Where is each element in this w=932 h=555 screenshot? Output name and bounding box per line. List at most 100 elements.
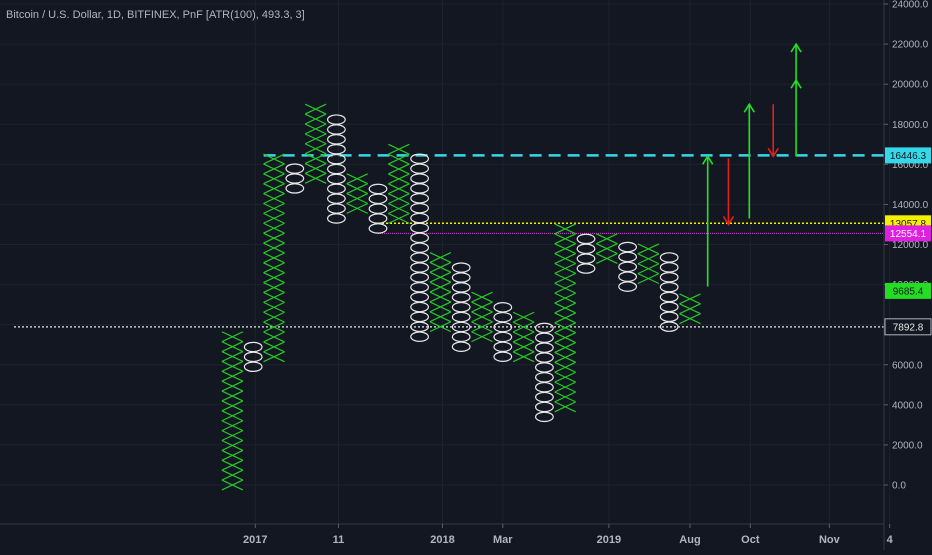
x-box <box>637 263 660 275</box>
o-box <box>493 331 513 343</box>
x-box <box>221 370 244 382</box>
o-box <box>451 272 471 283</box>
o-box <box>618 271 637 282</box>
x-box <box>554 401 576 413</box>
o-box <box>410 301 430 313</box>
x-box <box>429 281 452 293</box>
pnf-column-19-x <box>596 233 618 265</box>
x-box <box>388 143 410 155</box>
x-box <box>596 243 618 255</box>
o-box <box>410 321 430 333</box>
pnf-column-8-o <box>368 183 388 234</box>
price-tag-text: 13057.8 <box>890 219 927 230</box>
x-box <box>263 183 285 195</box>
x-box <box>346 173 368 185</box>
x-box <box>554 223 576 235</box>
y-tick-label: 16000.0 <box>892 160 929 171</box>
x-box <box>429 261 452 273</box>
x-box <box>554 351 576 363</box>
pnf-column-22-o <box>659 252 679 332</box>
o-box <box>451 321 471 333</box>
y-tick-label: 22000.0 <box>892 40 929 51</box>
x-box <box>304 123 327 135</box>
x-box <box>554 361 576 373</box>
x-box <box>346 202 368 214</box>
x-box <box>304 143 327 155</box>
o-box <box>576 253 596 264</box>
x-box <box>512 341 535 353</box>
x-box <box>263 291 285 303</box>
pnf-column-15-x <box>512 311 535 363</box>
x-box <box>304 113 327 125</box>
x-box <box>512 351 535 363</box>
pnf-column-21-x <box>637 243 660 285</box>
x-box <box>221 420 244 432</box>
price-tag-bg <box>885 282 931 299</box>
o-box <box>535 332 554 344</box>
price-tag-text: 16446.3 <box>890 151 927 162</box>
x-box <box>429 301 452 313</box>
y-tick-label: 2000.0 <box>892 440 923 451</box>
chart-title: Bitcoin / U.S. Dollar, 1D, BITFINEX, PnF… <box>6 9 305 21</box>
o-box <box>659 301 679 313</box>
o-box <box>285 163 305 174</box>
pnf-column-16-o <box>535 322 554 423</box>
x-box <box>637 253 660 265</box>
x-box <box>388 203 410 215</box>
arrow-head <box>767 147 779 158</box>
pnf-column-11-x <box>429 251 452 333</box>
pnf-column-17-x <box>554 223 576 413</box>
arrow-up-3 <box>743 102 755 219</box>
pnf-column-2-o <box>243 341 263 372</box>
annotation-arrows <box>702 42 802 287</box>
x-box <box>429 271 452 283</box>
x-box <box>263 301 285 313</box>
x-box <box>471 291 493 303</box>
level-lines <box>14 154 884 328</box>
pnf-column-10-o <box>410 153 430 342</box>
y-tick-label: 14000.0 <box>892 200 929 211</box>
pnf-columns <box>221 103 701 491</box>
x-axis[interactable]: 2017 11 2018 Mar 2019 Aug Oct Nov 4 <box>0 523 894 546</box>
o-box <box>659 271 679 283</box>
x-tick-label: 11 <box>333 534 345 546</box>
arrow-up-6 <box>790 42 802 85</box>
arrow-head <box>743 102 755 113</box>
x-box <box>221 331 244 343</box>
o-box <box>327 114 346 125</box>
x-box <box>304 153 327 165</box>
x-box <box>263 262 285 274</box>
x-box <box>512 331 535 343</box>
x-box <box>263 232 285 244</box>
x-box <box>263 202 285 214</box>
x-box <box>221 479 244 491</box>
x-tick-label: 2019 <box>597 534 621 546</box>
price-tag-current: 9685.4 <box>885 282 931 299</box>
pnf-column-18-o <box>576 233 596 274</box>
x-box <box>554 292 576 304</box>
o-box <box>618 241 637 253</box>
x-box <box>679 303 701 315</box>
pnf-column-1-x <box>221 331 244 491</box>
x-box <box>388 183 410 195</box>
x-box <box>263 272 285 284</box>
x-box <box>637 243 660 255</box>
x-tick-label: Oct <box>741 534 760 546</box>
pnf-column-3-x <box>263 153 285 363</box>
o-box <box>535 322 554 334</box>
arrow-head <box>702 154 714 165</box>
x-box <box>263 173 285 185</box>
grid <box>0 0 891 524</box>
price-tag-text: 7892.8 <box>893 323 924 334</box>
x-box <box>554 282 576 294</box>
x-box <box>471 301 493 313</box>
y-tick-label: 12000.0 <box>892 240 929 251</box>
x-box <box>429 291 452 303</box>
x-box <box>221 430 244 442</box>
x-box <box>221 400 244 412</box>
o-box <box>535 362 554 373</box>
x-box <box>512 311 535 323</box>
x-box <box>554 253 576 265</box>
